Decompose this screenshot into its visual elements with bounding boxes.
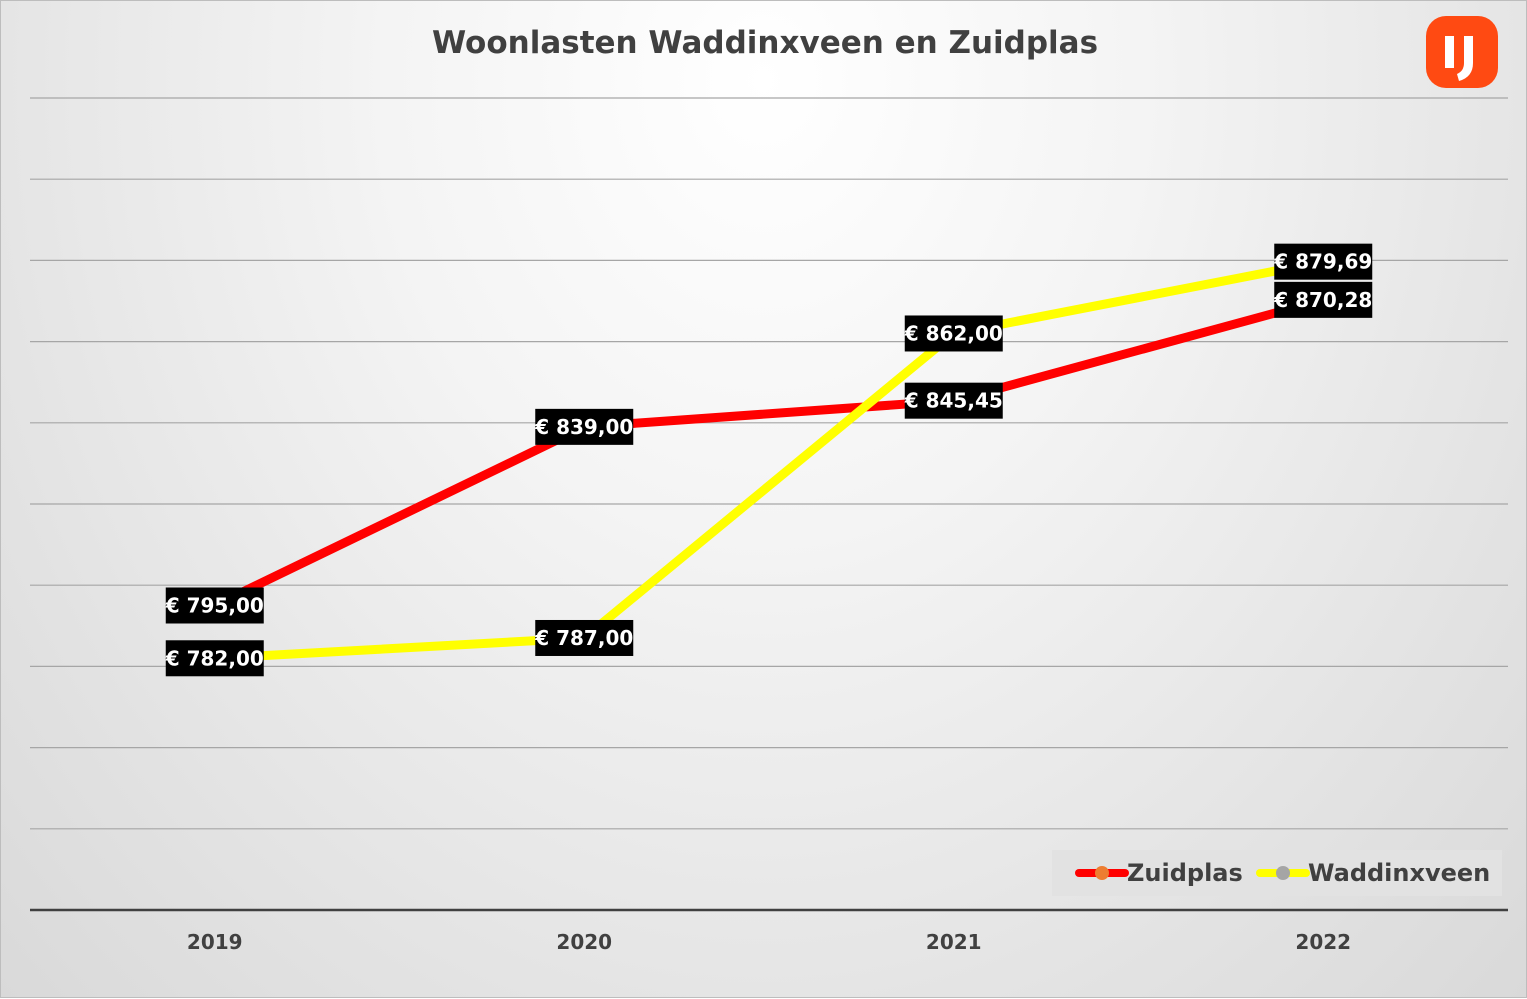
series <box>212 257 1325 663</box>
x-tick-label: 2019 <box>187 930 243 954</box>
x-tick-label: 2021 <box>926 930 982 954</box>
data-label-text: € 862,00 <box>904 321 1003 345</box>
chart-title: Woonlasten Waddinxveen en Zuidplas <box>432 25 1098 61</box>
data-label-text: € 795,00 <box>165 594 264 618</box>
logo-glyph-bar <box>1445 36 1454 68</box>
legend-label: Zuidplas <box>1127 859 1243 887</box>
logo-glyph-hook <box>1457 36 1473 81</box>
data-label-text: € 839,00 <box>534 415 633 439</box>
legend-marker <box>1095 866 1109 880</box>
legend-item-waddinxveen: Waddinxveen <box>1256 859 1490 887</box>
data-label: € 795,00 <box>165 587 264 624</box>
data-label-box <box>1274 281 1373 318</box>
data-labels: € 795,00 € 839,00 € 845,45 € 870,28 € 782,00… <box>165 243 1373 677</box>
data-label-text: € 845,45 <box>904 389 1003 413</box>
data-label: € 862,00 <box>904 315 1003 352</box>
data-label-text: € 787,00 <box>534 626 633 650</box>
series-line-waddinxveen <box>214 257 1325 663</box>
data-label: € 870,28 <box>1273 281 1373 318</box>
legend-marker <box>1276 866 1290 880</box>
series-line-zuidplas <box>212 295 1325 610</box>
data-label-text: € 879,69 <box>1273 250 1372 274</box>
data-label-box <box>535 619 634 656</box>
logo-icon <box>1426 16 1498 88</box>
legend: Zuidplas Waddinxveen <box>1052 850 1502 896</box>
x-tick-label: 2022 <box>1295 930 1351 954</box>
data-label: € 839,00 <box>534 408 634 445</box>
legend-item-zuidplas: Zuidplas <box>1075 859 1243 887</box>
data-label-box <box>904 382 1003 419</box>
data-label-box <box>1274 243 1373 280</box>
data-label-text: € 870,28 <box>1273 288 1372 312</box>
x-axis: 2019 2020 2021 2022 <box>30 908 1508 954</box>
data-label: € 787,00 <box>534 619 634 656</box>
legend-label: Waddinxveen <box>1308 859 1490 887</box>
data-label-box <box>904 315 1003 352</box>
data-label: € 782,00 <box>165 640 264 677</box>
x-tick-label: 2020 <box>556 930 612 954</box>
data-label: € 845,45 <box>904 382 1003 419</box>
data-label-text: € 782,00 <box>165 646 264 670</box>
data-label-box <box>535 408 634 445</box>
gridlines <box>30 97 1508 830</box>
data-label: € 879,69 <box>1273 243 1373 280</box>
data-label-box <box>165 587 264 624</box>
logo <box>1426 16 1498 88</box>
data-label-box <box>165 640 264 677</box>
